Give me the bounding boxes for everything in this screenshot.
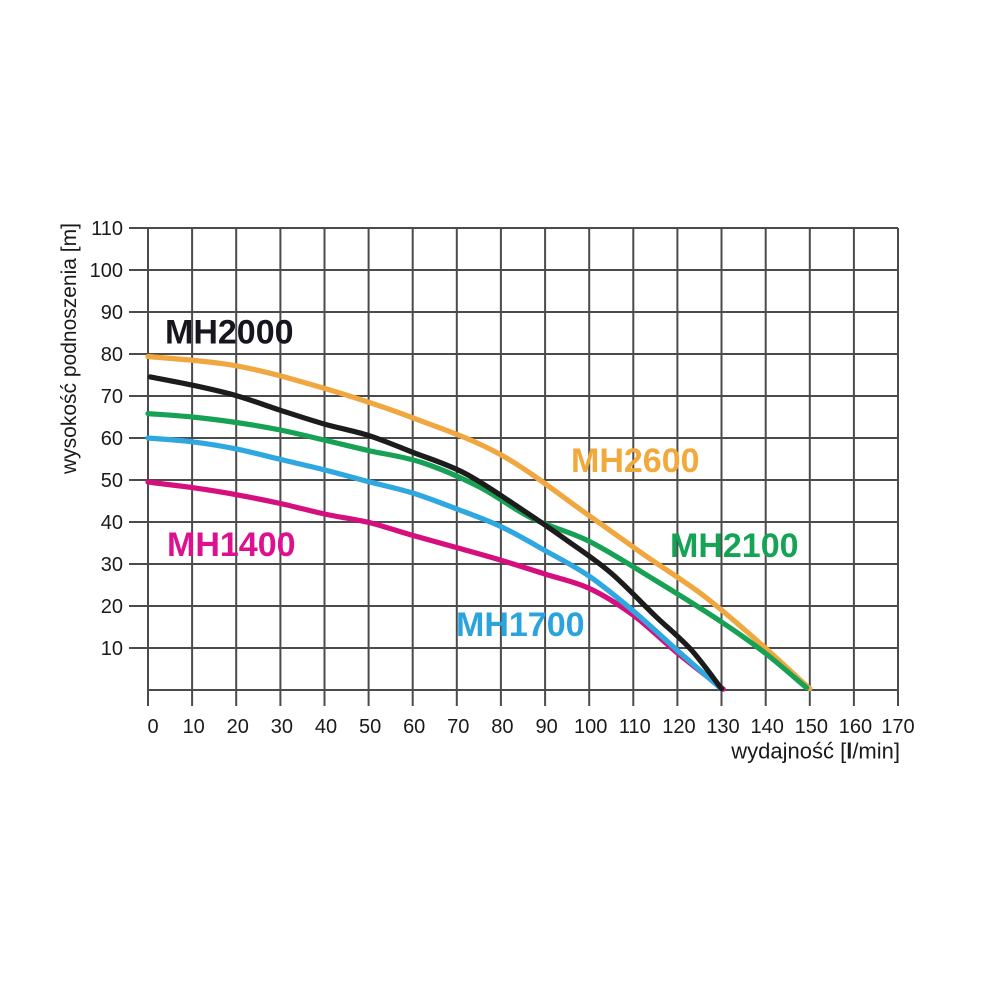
svg-text:40: 40 [315, 716, 337, 738]
svg-text:60: 60 [101, 428, 123, 450]
svg-text:10: 10 [101, 638, 123, 660]
svg-text:30: 30 [271, 716, 293, 738]
svg-text:30: 30 [101, 554, 123, 576]
svg-text:wysokość podnoszenia [m]: wysokość podnoszenia [m] [58, 223, 81, 475]
svg-text:160: 160 [839, 716, 872, 738]
svg-text:50: 50 [359, 716, 381, 738]
svg-text:MH1400: MH1400 [167, 526, 296, 564]
svg-text:80: 80 [101, 344, 123, 366]
svg-text:70: 70 [447, 716, 469, 738]
svg-text:MH2000: MH2000 [165, 314, 294, 352]
svg-text:60: 60 [403, 716, 425, 738]
svg-text:10: 10 [183, 716, 205, 738]
svg-text:110: 110 [619, 716, 651, 738]
svg-text:20: 20 [227, 716, 249, 738]
svg-text:80: 80 [491, 716, 513, 738]
svg-text:40: 40 [101, 512, 123, 534]
svg-text:MH1700: MH1700 [456, 606, 585, 644]
svg-text:wydajność [l/min]: wydajność [l/min] [730, 739, 900, 764]
svg-text:100: 100 [574, 716, 607, 738]
svg-text:90: 90 [535, 716, 557, 738]
svg-text:MH2100: MH2100 [670, 527, 799, 565]
svg-text:20: 20 [101, 596, 123, 618]
svg-text:120: 120 [662, 716, 695, 738]
svg-text:50: 50 [101, 470, 123, 492]
svg-text:140: 140 [751, 716, 784, 738]
svg-text:100: 100 [90, 260, 123, 282]
svg-text:110: 110 [91, 218, 123, 240]
svg-text:130: 130 [706, 716, 739, 738]
svg-text:0: 0 [147, 716, 158, 738]
svg-text:170: 170 [881, 716, 914, 738]
svg-text:90: 90 [101, 302, 123, 324]
svg-text:MH2600: MH2600 [571, 442, 700, 480]
svg-text:150: 150 [795, 716, 828, 738]
svg-text:70: 70 [101, 386, 123, 408]
